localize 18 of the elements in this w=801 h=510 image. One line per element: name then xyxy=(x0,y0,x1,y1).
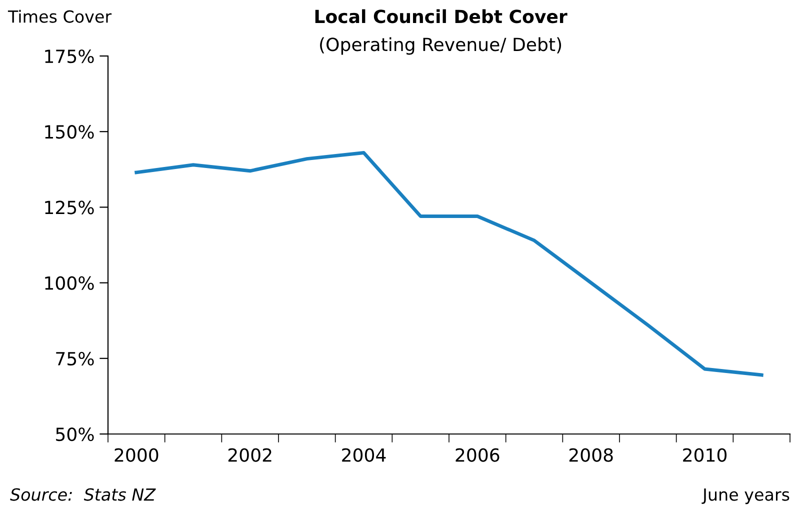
y-tick-label: 75% xyxy=(56,352,94,366)
y-tick-label: 125% xyxy=(45,200,94,214)
y-tick-label: 150% xyxy=(45,125,94,139)
y-axis-title: Times Cover xyxy=(8,10,112,23)
x-tick-label: 2008 xyxy=(569,448,613,462)
chart-title: Local Council Debt Cover xyxy=(315,9,568,24)
x-tick-label: 2006 xyxy=(456,448,500,462)
x-tick-label: 2004 xyxy=(342,448,386,462)
chart-subtitle: (Operating Revenue/ Debt) xyxy=(320,37,562,55)
x-tick-label: 2010 xyxy=(683,448,727,462)
x-tick-label: 2000 xyxy=(114,448,158,462)
y-tick-label: 50% xyxy=(56,427,94,442)
x-tick-label: 2002 xyxy=(228,448,272,462)
text: June years xyxy=(702,488,790,504)
source-note: Source: Stats NZ xyxy=(10,488,156,501)
y-tick-label: 175% xyxy=(45,49,94,64)
y-tick-label: 100% xyxy=(45,276,94,290)
line-series xyxy=(134,151,764,377)
